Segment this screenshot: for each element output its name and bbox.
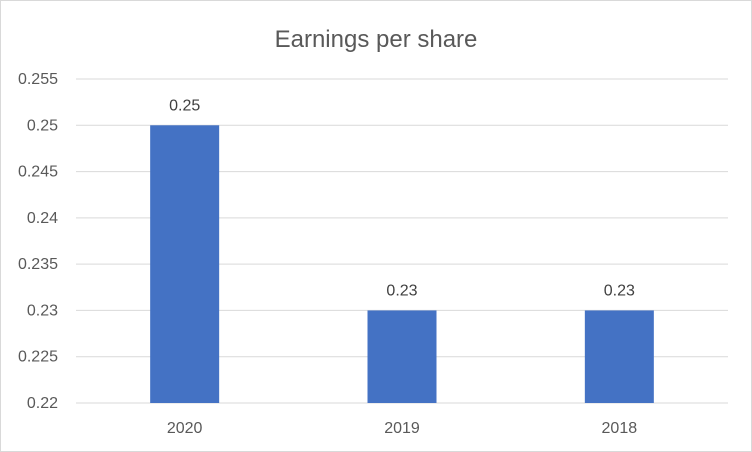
y-tick-label: 0.245 <box>18 164 58 181</box>
y-axis-tick-labels: 0.22 0.225 0.23 0.235 0.24 0.245 0.25 0.255 <box>18 71 58 412</box>
data-labels: 0.25 0.23 0.23 <box>169 97 635 299</box>
x-axis-tick-labels: 2020 2019 2018 <box>167 420 637 437</box>
x-tick-label-2020: 2020 <box>167 420 203 437</box>
bar-2018 <box>584 310 654 403</box>
y-tick-label: 0.25 <box>27 117 58 134</box>
bar-2020 <box>150 125 220 404</box>
data-label-2019: 0.23 <box>386 282 417 299</box>
x-tick-label-2019: 2019 <box>384 420 420 437</box>
bars <box>150 125 654 404</box>
y-tick-label: 0.225 <box>18 349 58 366</box>
bar-2019 <box>367 310 437 403</box>
data-label-2020: 0.25 <box>169 97 200 114</box>
data-label-2018: 0.23 <box>604 282 635 299</box>
y-tick-label: 0.24 <box>27 210 58 227</box>
x-tick-label-2018: 2018 <box>602 420 638 437</box>
y-tick-label: 0.235 <box>18 256 58 273</box>
chart-title: Earnings per share <box>275 26 478 53</box>
y-tick-label: 0.255 <box>18 71 58 88</box>
y-tick-label: 0.22 <box>27 395 58 412</box>
y-tick-label: 0.23 <box>27 302 58 319</box>
